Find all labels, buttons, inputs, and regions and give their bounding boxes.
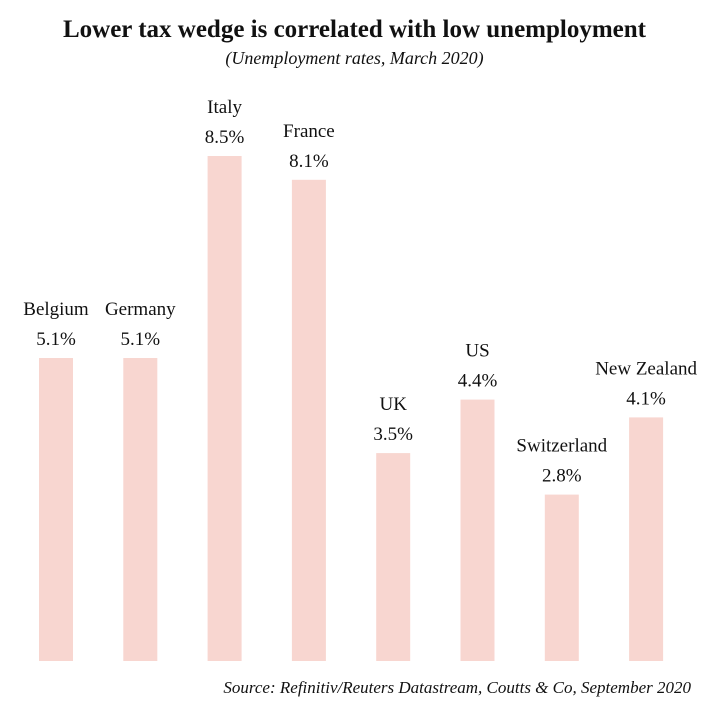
bar-uk	[376, 453, 411, 661]
value-label: 2.8%	[542, 466, 582, 487]
bar-switzerland	[544, 494, 579, 661]
chart-title: Lower tax wedge is correlated with low u…	[62, 16, 647, 43]
bar-belgium	[39, 358, 73, 661]
category-label: US	[465, 341, 489, 362]
category-label: France	[283, 121, 335, 142]
value-label: 3.5%	[373, 424, 413, 445]
category-label: UK	[379, 394, 407, 415]
value-label: 4.4%	[458, 371, 498, 392]
chart-subtitle: (Unemployment rates, March 2020)	[225, 48, 484, 68]
bar-france	[291, 179, 326, 662]
category-label: Germany	[105, 299, 176, 320]
value-label: 5.1%	[36, 329, 76, 350]
category-label: Belgium	[23, 299, 89, 320]
bar-germany	[123, 358, 158, 661]
value-label: 8.5%	[205, 127, 245, 148]
category-label: Switzerland	[516, 436, 607, 457]
category-label: New Zealand	[595, 358, 697, 379]
value-label: 5.1%	[121, 329, 161, 350]
value-label: 4.1%	[626, 388, 666, 409]
category-label: Italy	[207, 97, 242, 118]
bar-us	[460, 399, 495, 661]
value-label: 8.1%	[289, 151, 329, 172]
bar-italy	[207, 156, 242, 661]
chart-source-note: Source: Refinitiv/Reuters Datastream, Co…	[223, 678, 691, 697]
bar-new-zealand	[629, 417, 664, 661]
